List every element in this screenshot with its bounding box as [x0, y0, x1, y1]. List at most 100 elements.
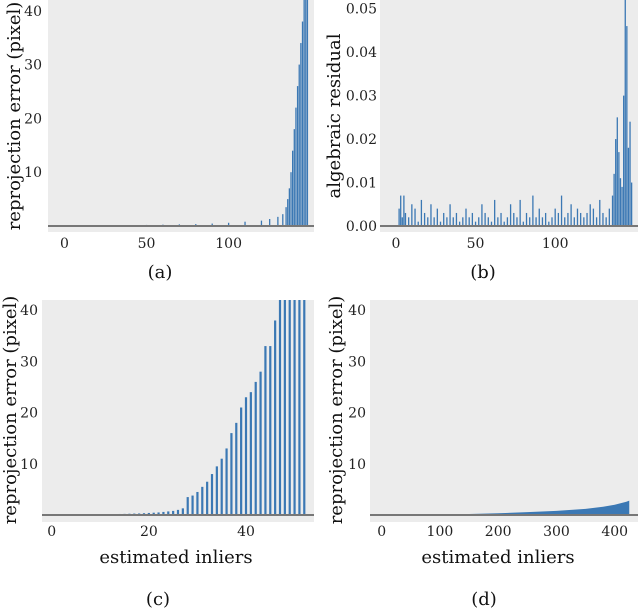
bar — [401, 217, 403, 226]
y-axis-label: reprojection error (pixel) — [0, 296, 21, 525]
bar — [462, 217, 464, 226]
x-axis-label: estimated inliers — [99, 547, 252, 568]
bar — [254, 381, 257, 515]
bar — [570, 204, 572, 226]
bar — [285, 207, 287, 226]
y-tick-label: 10 — [348, 457, 366, 473]
bar — [595, 217, 598, 226]
y-tick-label: 40 — [24, 4, 42, 20]
bar — [564, 217, 566, 226]
bar — [630, 182, 633, 226]
bar — [215, 466, 218, 515]
bar — [298, 64, 300, 226]
bar — [624, 0, 626, 226]
bar — [474, 221, 477, 226]
bar — [420, 199, 423, 226]
bar — [244, 221, 246, 226]
bar — [277, 216, 279, 226]
chart-marks — [63, 0, 309, 227]
bar — [269, 346, 272, 515]
bar — [167, 511, 170, 515]
bar — [455, 212, 458, 226]
chart-marks — [50, 300, 306, 515]
bar — [439, 221, 442, 226]
bar — [417, 221, 419, 226]
bar — [623, 95, 625, 226]
bar — [548, 221, 550, 226]
caption: (b) — [470, 262, 496, 283]
bar — [147, 512, 150, 515]
bar — [500, 212, 502, 226]
bar — [525, 212, 528, 226]
bar — [191, 495, 194, 515]
bar — [465, 208, 467, 226]
bar — [162, 511, 165, 515]
y-tick-label: 30 — [24, 58, 42, 74]
bar — [616, 117, 618, 226]
bar — [627, 147, 630, 226]
bar — [201, 486, 204, 515]
x-tick-label: 0 — [391, 236, 400, 252]
bar — [186, 497, 189, 515]
bar — [544, 212, 547, 226]
bar — [541, 217, 544, 226]
bar — [613, 173, 615, 226]
bar — [503, 221, 505, 226]
bar — [621, 186, 623, 226]
bar — [468, 217, 470, 226]
bar — [560, 195, 563, 226]
y-tick-label: 20 — [20, 406, 38, 422]
bar — [206, 481, 209, 515]
bar — [303, 300, 306, 515]
bar — [293, 300, 296, 515]
bar — [615, 139, 617, 226]
x-tick-label: 300 — [543, 524, 570, 540]
bar — [506, 217, 509, 226]
y-axis-label: reprojection error (pixel) — [326, 296, 347, 525]
bar — [611, 195, 614, 226]
chart-marks — [398, 0, 633, 227]
caption: (a) — [148, 262, 173, 283]
bar — [298, 300, 301, 515]
bar — [538, 208, 540, 226]
bar — [433, 217, 435, 226]
x-tick-label: 0 — [377, 524, 386, 540]
bar — [225, 448, 228, 515]
x-tick-label: 400 — [601, 524, 628, 540]
bar — [573, 217, 575, 226]
bar — [452, 217, 454, 226]
bar — [244, 397, 248, 515]
chart-marks — [381, 500, 630, 515]
y-tick-label: 0.02 — [346, 132, 377, 148]
bar — [586, 212, 588, 226]
bar — [478, 217, 480, 226]
x-tick-label: 0 — [60, 236, 69, 252]
bar — [509, 204, 512, 226]
bar — [283, 300, 286, 515]
bar — [529, 217, 531, 226]
bar — [414, 208, 416, 226]
bar — [269, 219, 271, 226]
bar — [220, 458, 223, 515]
bar — [589, 204, 591, 226]
x-tick-label: 100 — [542, 236, 569, 252]
caption: (c) — [146, 589, 170, 608]
bar — [458, 221, 461, 226]
x-tick-label: 200 — [485, 524, 512, 540]
bar — [259, 371, 262, 515]
bar — [592, 208, 595, 226]
bar — [436, 208, 438, 226]
y-tick-label: 30 — [348, 354, 366, 370]
bar — [554, 208, 556, 226]
y-tick-label: 20 — [348, 406, 366, 422]
bar — [629, 121, 631, 226]
bar — [605, 217, 607, 226]
bar — [471, 212, 474, 226]
bar — [295, 107, 297, 226]
x-tick-label: 40 — [237, 524, 255, 540]
bar — [519, 199, 521, 226]
bar — [227, 222, 230, 226]
bar — [288, 300, 291, 515]
